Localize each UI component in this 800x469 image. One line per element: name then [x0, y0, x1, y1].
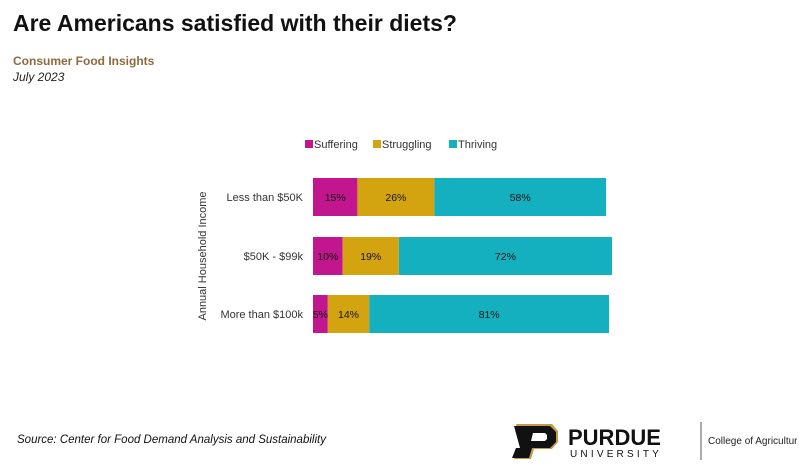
- data-label-suffering: 10%: [317, 251, 338, 263]
- data-label-suffering: 15%: [325, 192, 346, 204]
- bars: 15% 26% 58% 10% 19% 72% 5% 14% 81%: [313, 178, 612, 333]
- data-label-thriving: 58%: [510, 192, 531, 204]
- y-axis-label: Annual Household Income: [197, 191, 209, 320]
- bar-segment-thriving: [369, 295, 609, 333]
- data-label-suffering: 5%: [313, 309, 328, 321]
- logo-tagline: College of Agriculture: [708, 436, 797, 447]
- data-label-struggling: 19%: [360, 251, 381, 263]
- data-label-thriving: 81%: [479, 309, 500, 321]
- category-label: Less than $50K: [227, 192, 304, 204]
- data-label-struggling: 26%: [385, 192, 406, 204]
- bar-segment-struggling: [342, 237, 399, 275]
- legend-swatch-struggling: [373, 140, 381, 148]
- bar-segment-struggling: [327, 295, 370, 333]
- chart-title: Are Americans satisfied with their diets…: [13, 10, 457, 36]
- legend-swatch-thriving: [449, 140, 457, 148]
- legend-label-suffering: Suffering: [314, 139, 358, 151]
- legend-label-thriving: Thriving: [458, 139, 497, 151]
- bar-segment-thriving: [398, 237, 612, 275]
- data-label-struggling: 14%: [338, 309, 359, 321]
- stacked-bar-chart: Suffering Struggling Thriving Annual House…: [197, 139, 612, 333]
- chart-subtitle: Consumer Food Insights: [13, 54, 155, 68]
- category-labels: Less than $50K $50K - $99k More than $100k: [220, 192, 303, 321]
- bar-segment-suffering: [313, 178, 358, 216]
- source-note: Source: Center for Food Demand Analysis …: [17, 434, 326, 446]
- category-label: More than $100k: [220, 309, 303, 321]
- bar-segment-suffering: [313, 237, 343, 275]
- bar-segment-thriving: [434, 178, 607, 216]
- logo-name: PURDUE: [568, 425, 661, 450]
- bar-segment-struggling: [357, 178, 435, 216]
- logo-subname: UNIVERSITY: [570, 449, 662, 460]
- purdue-p-mark-icon: [512, 424, 558, 459]
- legend-label-struggling: Struggling: [382, 139, 432, 151]
- legend-swatch-suffering: [305, 140, 313, 148]
- purdue-logo: PURDUE UNIVERSITY College of Agriculture: [512, 422, 797, 460]
- chart-legend: Suffering Struggling Thriving: [305, 139, 497, 151]
- chart-date: July 2023: [13, 70, 65, 84]
- bar-segment-suffering: [313, 295, 328, 333]
- category-label: $50K - $99k: [244, 251, 304, 263]
- data-label-thriving: 72%: [495, 251, 516, 263]
